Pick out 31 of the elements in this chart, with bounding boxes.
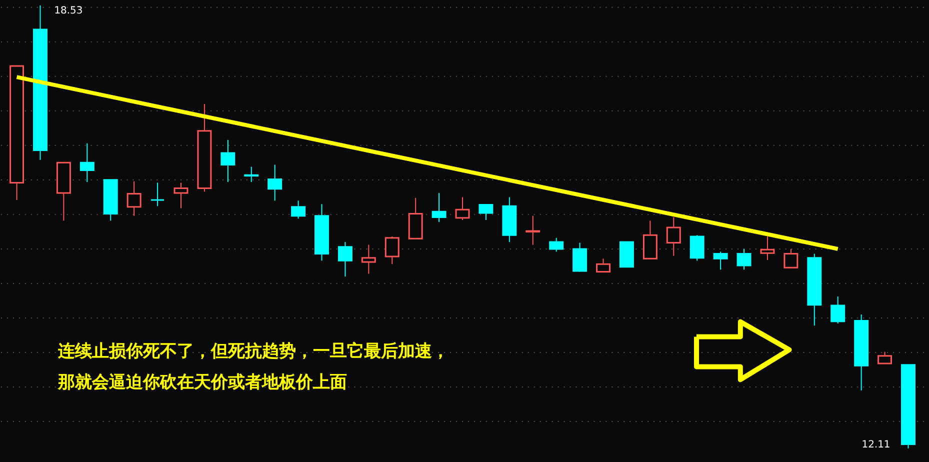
candlestick: [80, 142, 94, 182]
candlestick: [268, 164, 282, 202]
candlestick: [713, 251, 728, 270]
candlestick: [596, 258, 610, 272]
annotation: 连续止损你死不了，但死抗趋势，一旦它最后加速，: [56, 340, 449, 361]
candlestick: [244, 166, 259, 182]
candlestick: [174, 182, 188, 209]
annotation: 18.53: [54, 5, 83, 16]
candlestick: [291, 200, 306, 220]
candlestick: [690, 234, 704, 262]
candlestick: [572, 242, 588, 272]
annotation: 12.11: [862, 439, 890, 450]
candlestick: [338, 242, 352, 278]
candlestick: [384, 236, 400, 265]
candlestick: [736, 248, 752, 270]
candlestick: [878, 351, 892, 364]
candlestick: [526, 215, 540, 246]
candlestick: [830, 296, 846, 324]
candlestick: [642, 220, 658, 260]
candlestick: [760, 236, 775, 260]
candlestick: [455, 196, 470, 220]
candlestick: [784, 248, 798, 268]
candlestick: [361, 244, 376, 274]
candlestick: [150, 182, 165, 207]
candlestick: [432, 192, 446, 223]
candlestick: [126, 180, 142, 216]
candlestick: [478, 204, 494, 220]
candlestick: [220, 139, 236, 182]
candlestick: [549, 237, 564, 252]
annotation: 那就会逼迫你砍在天价或者地板价上面: [56, 372, 347, 392]
candlestick: [666, 216, 681, 256]
